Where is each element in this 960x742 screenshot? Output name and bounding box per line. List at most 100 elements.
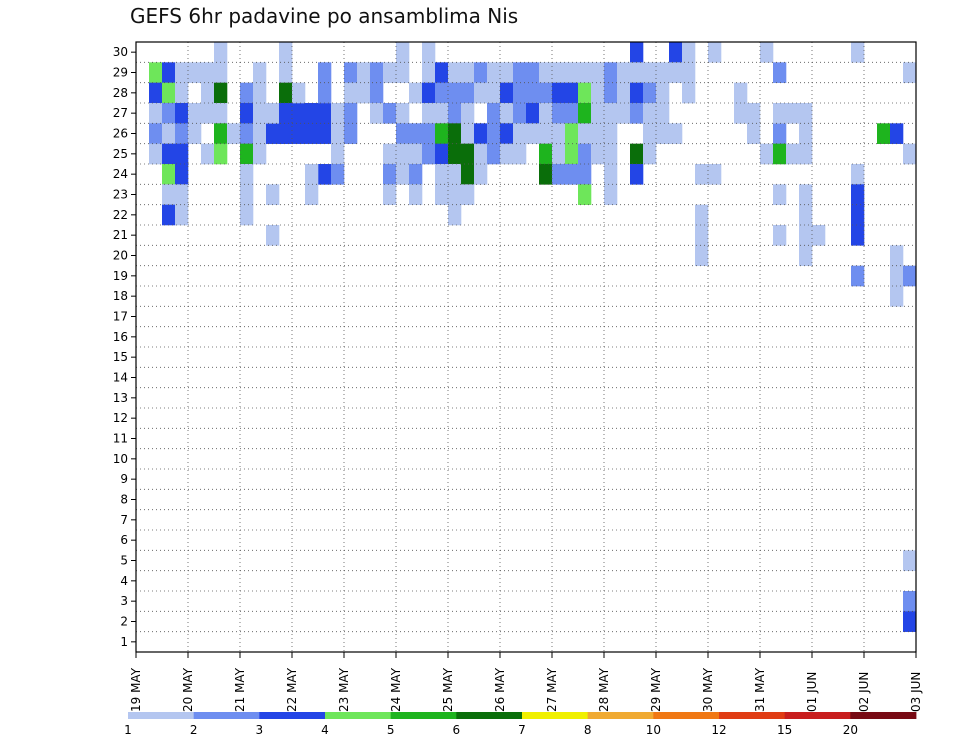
- heatmap-cell: [383, 184, 397, 205]
- heatmap-cell: [591, 143, 605, 165]
- heatmap-cell: [370, 103, 384, 124]
- x-tick-label: 19 MAY: [129, 667, 143, 712]
- y-tick-label: 11: [113, 432, 128, 446]
- x-axis: 19 MAY 20 MAY 21 MAY 22 MAY 23 MAY 24 MAY 25 M…: [129, 652, 923, 712]
- heatmap-cell: [149, 82, 163, 104]
- heatmap-cell: [903, 611, 917, 632]
- heatmap-cell: [643, 82, 657, 104]
- heatmap-cell: [578, 82, 592, 104]
- colorbar-label: 1: [124, 723, 132, 737]
- heatmap-cell: [175, 62, 189, 83]
- y-tick-label: 30: [113, 45, 128, 59]
- heatmap-cell: [669, 123, 683, 144]
- heatmap-cell: [851, 164, 865, 185]
- heatmap-cell: [448, 184, 462, 205]
- y-tick-label: 13: [113, 391, 128, 405]
- colorbar-swatch: [259, 712, 326, 719]
- colorbar-label: 10: [646, 723, 661, 737]
- heatmap-cell: [279, 62, 293, 83]
- y-tick-label: 27: [113, 106, 128, 120]
- heatmap-cell: [578, 143, 592, 165]
- heatmap-cell: [266, 123, 280, 144]
- heatmap-cells: [149, 42, 917, 632]
- x-tick-label: 25 MAY: [441, 667, 455, 712]
- heatmap-cell: [175, 164, 189, 185]
- heatmap-cell: [565, 62, 579, 83]
- heatmap-cell: [292, 123, 306, 144]
- heatmap-cell: [799, 184, 813, 205]
- heatmap-cell: [383, 143, 397, 165]
- heatmap-cell: [474, 164, 488, 185]
- heatmap-cell: [760, 143, 774, 165]
- heatmap-cell: [682, 82, 696, 104]
- heatmap-cell: [656, 123, 670, 144]
- x-tick-label: 30 MAY: [701, 667, 715, 712]
- heatmap-cell: [162, 164, 176, 185]
- heatmap-cell: [760, 42, 774, 63]
- heatmap-cell: [747, 123, 761, 144]
- heatmap-cell: [552, 103, 566, 124]
- heatmap-cell: [734, 103, 748, 124]
- heatmap-cell: [630, 42, 644, 63]
- y-tick-label: 7: [120, 513, 128, 527]
- heatmap-cell: [227, 123, 241, 144]
- y-tick-label: 16: [113, 330, 128, 344]
- heatmap-cell: [552, 62, 566, 83]
- heatmap-cell: [474, 62, 488, 83]
- heatmap-cell: [149, 123, 163, 144]
- heatmap-cell: [565, 123, 579, 144]
- heatmap-cell: [656, 103, 670, 124]
- heatmap-cell: [409, 82, 423, 104]
- heatmap-cell: [786, 143, 800, 165]
- colorbar-swatch: [193, 712, 260, 719]
- x-tick-label: 26 MAY: [493, 667, 507, 712]
- x-tick-label: 27 MAY: [545, 667, 559, 712]
- heatmap-cell: [552, 143, 566, 165]
- heatmap-cell: [552, 164, 566, 185]
- heatmap-cell: [240, 103, 254, 124]
- heatmap-cell: [175, 103, 189, 124]
- x-tick-label: 22 MAY: [285, 667, 299, 712]
- heatmap-cell: [890, 286, 904, 307]
- heatmap-cell: [513, 103, 527, 124]
- heatmap-cell: [253, 103, 267, 124]
- colorbar-label: 12: [711, 723, 726, 737]
- heatmap-cell: [461, 184, 475, 205]
- x-tick-label: 02 JUN: [857, 672, 871, 712]
- heatmap-cell: [786, 103, 800, 124]
- heatmap-cell: [526, 62, 540, 83]
- heatmap-cell: [799, 143, 813, 165]
- heatmap-cell: [578, 164, 592, 185]
- heatmap-cell: [253, 143, 267, 165]
- heatmap-cell: [630, 82, 644, 104]
- heatmap-cell: [500, 103, 514, 124]
- heatmap-cell: [799, 103, 813, 124]
- heatmap-cell: [487, 82, 501, 104]
- heatmap-cell: [149, 103, 163, 124]
- heatmap-cell: [890, 265, 904, 287]
- heatmap-cell: [604, 184, 618, 205]
- heatmap-cell: [474, 82, 488, 104]
- heatmap-cell: [383, 164, 397, 185]
- heatmap-cell: [539, 123, 553, 144]
- heatmap-cell: [266, 225, 280, 246]
- heatmap-cell: [201, 62, 215, 83]
- colorbar-label: 15: [777, 723, 792, 737]
- heatmap-cell: [617, 103, 631, 124]
- heatmap-cell: [604, 62, 618, 83]
- heatmap-cell: [422, 103, 436, 124]
- heatmap-cell: [903, 265, 917, 287]
- heatmap-cell: [318, 164, 332, 185]
- y-tick-label: 22: [113, 208, 128, 222]
- heatmap-cell: [383, 103, 397, 124]
- heatmap-cell: [630, 143, 644, 165]
- heatmap-cell: [500, 123, 514, 144]
- y-tick-label: 12: [113, 411, 128, 425]
- heatmap-cell: [695, 225, 709, 246]
- y-tick-label: 28: [113, 86, 128, 100]
- heatmap-cell: [331, 143, 345, 165]
- heatmap-cell: [253, 123, 267, 144]
- heatmap-cell: [604, 143, 618, 165]
- x-tick-label: 01 JUN: [805, 672, 819, 712]
- heatmap-cell: [539, 82, 553, 104]
